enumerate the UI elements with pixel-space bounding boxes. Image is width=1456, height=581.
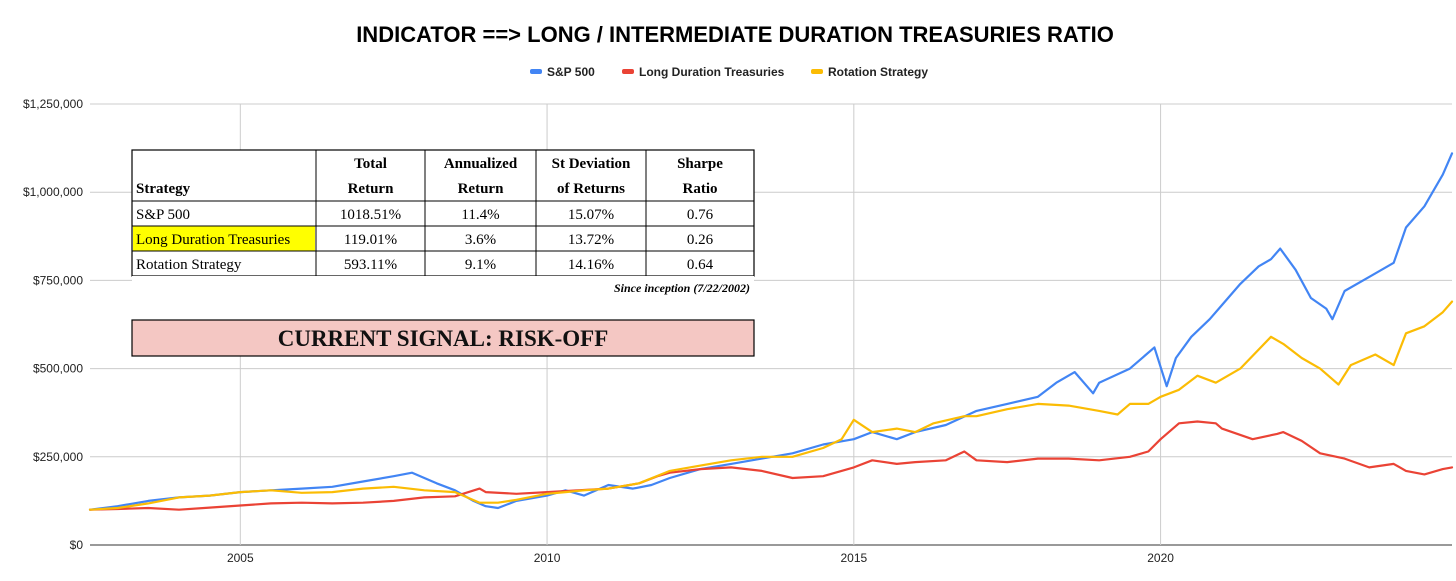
table-row-label: Rotation Strategy bbox=[136, 257, 242, 273]
table-header: Return bbox=[348, 181, 394, 197]
legend-label: Rotation Strategy bbox=[828, 65, 928, 79]
y-tick-label: $1,000,000 bbox=[23, 185, 83, 199]
table-note-band bbox=[132, 276, 754, 320]
table-row-label: S&P 500 bbox=[136, 207, 190, 223]
x-tick-label: 2020 bbox=[1147, 551, 1174, 565]
table-header: Return bbox=[458, 181, 504, 197]
legend-label: Long Duration Treasuries bbox=[639, 65, 785, 79]
table-cell: 14.16% bbox=[568, 257, 614, 273]
legend-swatch bbox=[530, 69, 542, 74]
y-tick-label: $0 bbox=[70, 538, 84, 552]
x-axis: 2005 2010 2015 2020 bbox=[227, 551, 1174, 565]
legend-swatch bbox=[622, 69, 634, 74]
y-tick-label: $750,000 bbox=[33, 273, 83, 287]
highlight-cell bbox=[133, 226, 315, 251]
table-cell: 1018.51% bbox=[340, 207, 401, 223]
table-cell: 3.6% bbox=[465, 232, 496, 248]
series-line-2 bbox=[88, 300, 1454, 511]
x-tick-label: 2005 bbox=[227, 551, 254, 565]
chart-title: INDICATOR ==> LONG / INTERMEDIATE DURATI… bbox=[356, 22, 1114, 47]
table-cell: 9.1% bbox=[465, 257, 496, 273]
table-note: Since inception (7/22/2002) bbox=[614, 281, 750, 295]
x-tick-label: 2015 bbox=[840, 551, 867, 565]
y-tick-label: $250,000 bbox=[33, 450, 83, 464]
legend-label: S&P 500 bbox=[547, 65, 595, 79]
signal-banner bbox=[131, 319, 755, 357]
y-tick-label: $1,250,000 bbox=[23, 97, 83, 111]
table-header: Strategy bbox=[136, 181, 191, 197]
table-header: Sharpe bbox=[677, 156, 723, 172]
table-cell: 13.72% bbox=[568, 232, 614, 248]
table-row-label: Long Duration Treasuries bbox=[136, 232, 290, 248]
stats-table: Strategy Total Return Annualized Return St De… bbox=[131, 149, 755, 357]
table-cell: 0.76 bbox=[687, 207, 714, 223]
y-axis: $0 $250,000 $500,000 $750,000 $1,000,000 $1,2… bbox=[23, 97, 83, 552]
table-header: Ratio bbox=[683, 181, 718, 197]
table-cell: 119.01% bbox=[344, 232, 397, 248]
series-group bbox=[88, 152, 1454, 511]
series-line-1 bbox=[88, 420, 1454, 511]
table-frame bbox=[131, 149, 755, 277]
x-tick-label: 2010 bbox=[534, 551, 561, 565]
table-cell: 15.07% bbox=[568, 207, 614, 223]
table-cell: 11.4% bbox=[461, 207, 499, 223]
signal-text: CURRENT SIGNAL: RISK-OFF bbox=[278, 326, 609, 351]
table-header: Total bbox=[354, 156, 387, 172]
series-line-0 bbox=[88, 152, 1454, 511]
table-cell: 0.26 bbox=[687, 232, 714, 248]
table-cell: 593.11% bbox=[344, 257, 397, 273]
y-tick-label: $500,000 bbox=[33, 362, 83, 376]
table-cell: 0.64 bbox=[687, 257, 714, 273]
table-header: St Deviation bbox=[552, 156, 631, 172]
table-header: of Returns bbox=[557, 181, 625, 197]
legend-swatch bbox=[811, 69, 823, 74]
table-header: Annualized bbox=[444, 156, 518, 172]
legend: S&P 500 Long Duration Treasuries Rotation … bbox=[530, 65, 928, 79]
